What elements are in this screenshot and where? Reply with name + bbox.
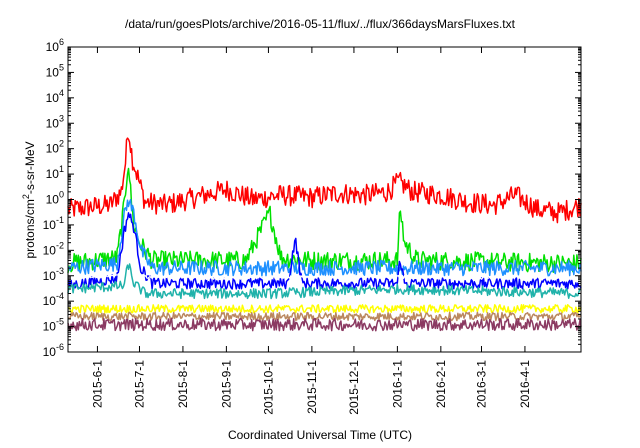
chart-title: /data/run/goesPlots/archive/2016-05-11/f…: [125, 17, 516, 31]
y-tick-label: 105: [46, 62, 64, 79]
x-tick-label: 2016-3-1: [474, 360, 488, 408]
y-tick-label: 101: [46, 164, 64, 181]
x-tick-label: 2015-9-1: [219, 360, 233, 408]
y-tick-label: 10-1: [43, 215, 64, 232]
series-line: [67, 212, 582, 290]
x-tick-label: 2016-2-1: [434, 360, 448, 408]
y-tick-label: 10-3: [43, 266, 64, 283]
y-tick-label: 10-6: [43, 342, 64, 359]
y-tick-label: 100: [46, 190, 64, 207]
y-axis-label: protons/cm2-s-sr-MeV: [21, 141, 37, 258]
x-tick-label: 2015-11-1: [305, 360, 319, 414]
y-tick-label: 10-4: [43, 291, 64, 308]
series-line: [67, 198, 582, 277]
series-line: [67, 273, 582, 281]
series-line: [67, 167, 582, 274]
y-tick-label: 106: [46, 37, 64, 54]
x-tick-label: 2015-8-1: [176, 360, 190, 408]
series-line: [67, 304, 582, 314]
x-axis: 2015-6-1 2015-7-1 2015-8-1 2015-9-1 2015-10-…: [90, 47, 532, 415]
y-tick-label: 103: [46, 113, 64, 130]
x-tick-label: 2016-4-1: [518, 360, 532, 408]
y-tick-label: 102: [46, 139, 64, 156]
series-line: [67, 317, 582, 332]
series-line: [67, 263, 582, 300]
x-tick-label: 2015-12-1: [347, 360, 361, 415]
y-tick-label: 104: [46, 88, 64, 105]
y-axis-label-text: protons/cm: [23, 199, 37, 258]
y-axis-label-unit: -s-sr-MeV: [23, 141, 37, 194]
y-axis: 10-6 10-5 10-4 10-3 10-2 10-1 100 101 102 103 104 1…: [43, 37, 581, 359]
x-tick-label: 2016-1-1: [390, 360, 404, 408]
x-axis-label: Coordinated Universal Time (UTC): [228, 428, 412, 442]
y-tick-label: 10-2: [43, 240, 64, 257]
y-tick-label: 10-5: [43, 317, 64, 334]
y-axis-label-superscript: 2: [21, 194, 31, 199]
x-tick-label: 2015-7-1: [132, 360, 146, 408]
series-layer: [67, 137, 582, 332]
x-tick-label: 2015-6-1: [90, 360, 104, 408]
series-line: [67, 137, 582, 224]
x-tick-label: 2015-10-1: [261, 360, 275, 415]
series-line: [67, 311, 582, 322]
